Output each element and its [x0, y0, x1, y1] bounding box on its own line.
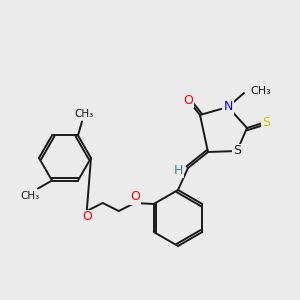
Text: CH₃: CH₃	[20, 190, 40, 200]
Text: O: O	[183, 94, 193, 106]
Text: S: S	[233, 145, 241, 158]
Text: N: N	[223, 100, 233, 113]
Text: CH₃: CH₃	[74, 110, 94, 119]
Text: O: O	[82, 211, 92, 224]
Text: O: O	[130, 190, 140, 203]
Text: CH₃: CH₃	[250, 86, 271, 96]
Text: S: S	[262, 116, 270, 128]
Text: H: H	[173, 164, 183, 176]
